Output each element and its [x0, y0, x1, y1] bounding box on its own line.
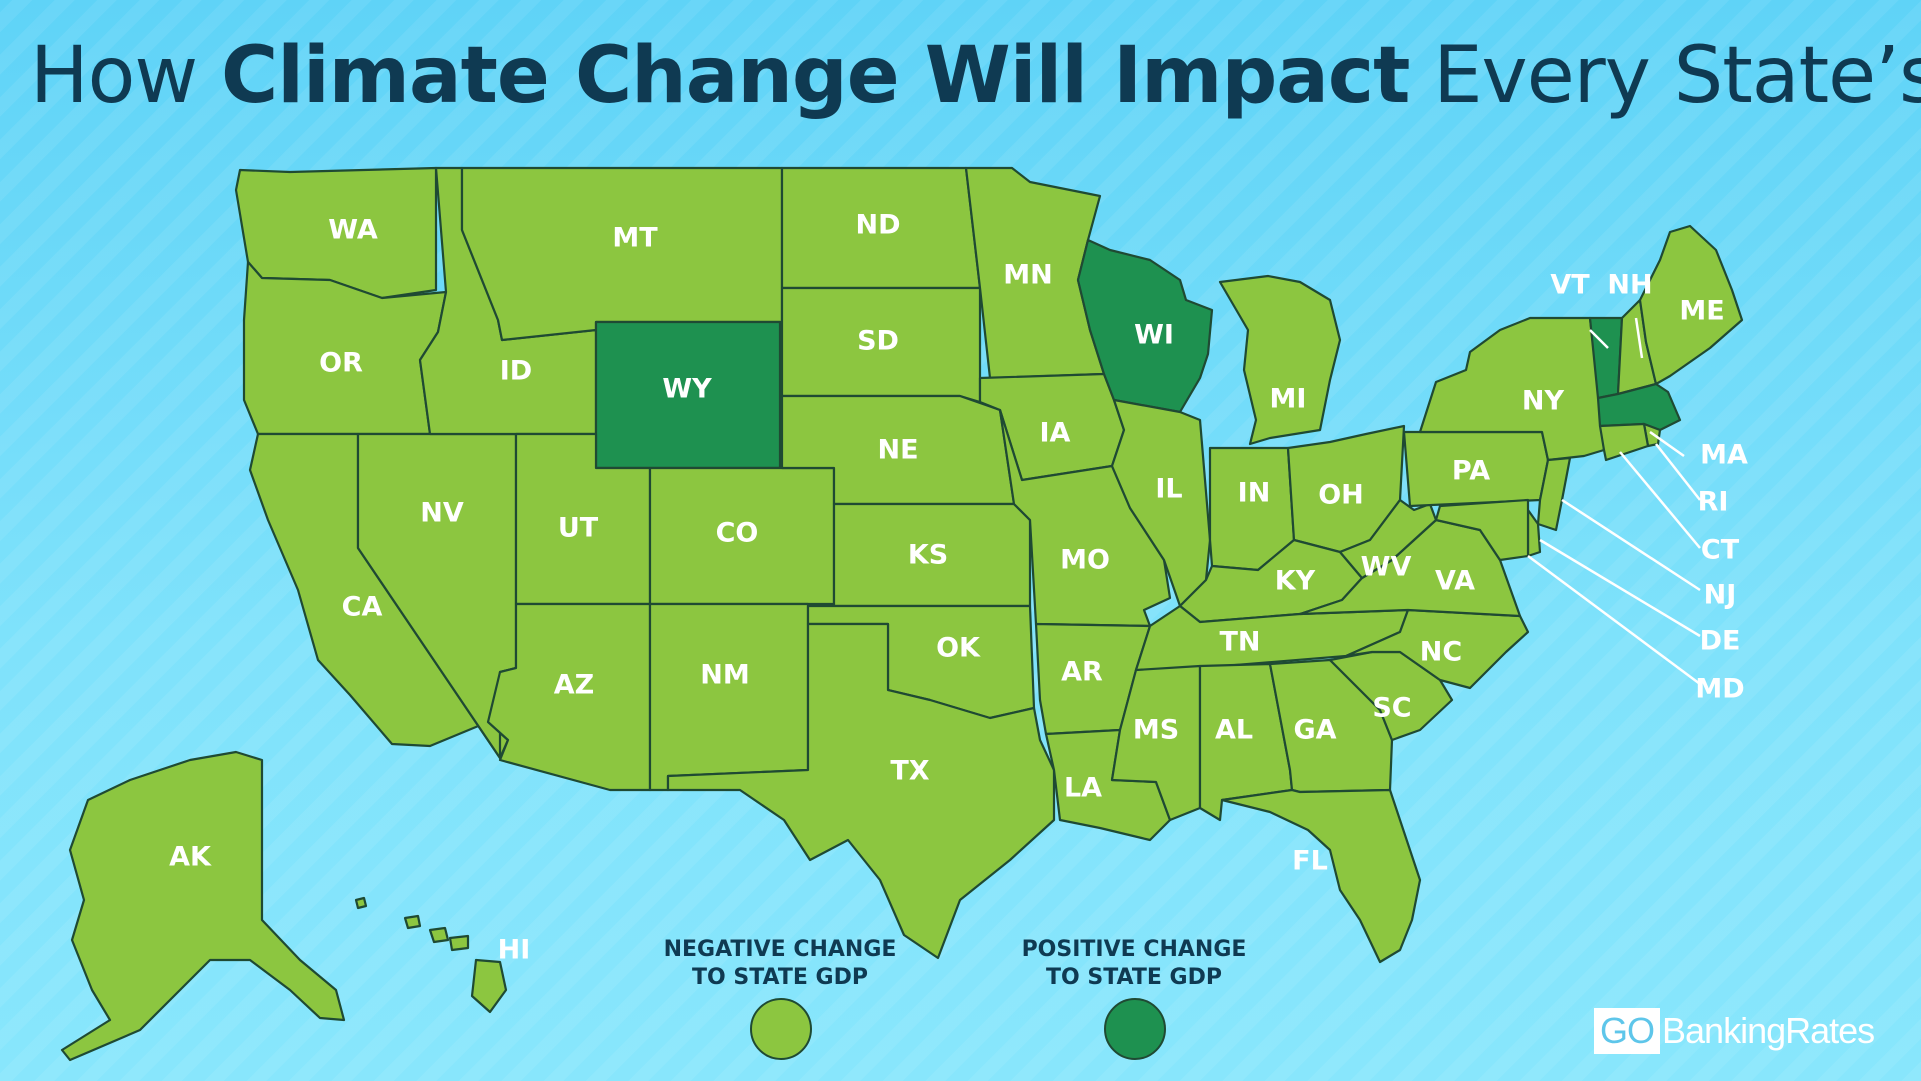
state-nm: [648, 602, 810, 792]
leader-line-5: [1561, 498, 1701, 592]
state-hi-islet-3: [354, 896, 368, 910]
state-label-al: AL: [1215, 715, 1253, 746]
state-label-nd: ND: [855, 210, 900, 241]
leader-line-2: [1649, 430, 1685, 458]
state-nc: [1344, 608, 1530, 690]
leader-line-7: [1527, 554, 1701, 686]
label-leader-lines: [1527, 317, 1701, 686]
legend-negative-swatch: [750, 998, 812, 1060]
state-label-mn: MN: [1003, 260, 1052, 291]
legend-negative-line1: NEGATIVE CHANGE: [663, 937, 897, 962]
state-fl: [1220, 788, 1422, 964]
legend-positive-line2: TO STATE GDP: [1046, 965, 1222, 990]
state-label-oh: OH: [1318, 480, 1364, 511]
state-nj: [1536, 456, 1572, 532]
gobankingrates-logo: GO BankingRates: [1594, 1006, 1875, 1056]
state-label-ny: NY: [1522, 386, 1565, 417]
state-label-la: LA: [1064, 773, 1102, 804]
legend-positive-text: POSITIVE CHANGE TO STATE GDP: [984, 936, 1284, 992]
state-label-fl: FL: [1292, 846, 1328, 877]
state-label-ri: RI: [1698, 487, 1729, 518]
state-label-co: CO: [716, 518, 759, 549]
logo-bankingrates: BankingRates: [1662, 1010, 1875, 1051]
state-label-ne: NE: [877, 435, 918, 466]
state-label-va: VA: [1435, 566, 1475, 597]
state-shapes: [60, 166, 1744, 1062]
state-label-sc: SC: [1372, 693, 1411, 724]
state-mi: [1218, 274, 1342, 446]
state-hi-islet-1: [428, 926, 450, 944]
legend-positive-line1: POSITIVE CHANGE: [1021, 937, 1247, 962]
state-label-me: ME: [1679, 296, 1724, 327]
state-hi: [470, 958, 508, 1014]
legend-positive-swatch: [1104, 998, 1166, 1060]
state-label-ks: KS: [908, 540, 948, 571]
state-label-vt: VT: [1550, 270, 1590, 301]
state-label-wv: WV: [1361, 552, 1412, 583]
logo-go: GO: [1594, 1008, 1661, 1054]
state-md: [1434, 498, 1530, 562]
state-label-ky: KY: [1275, 566, 1316, 597]
title-emphasis: Climate Change Will Impact: [220, 31, 1410, 121]
state-wv: [1338, 498, 1438, 580]
leader-line-1: [1634, 317, 1644, 359]
state-wi: [1076, 238, 1214, 414]
state-label-sd: SD: [857, 326, 899, 357]
state-label-ma: MA: [1700, 440, 1748, 471]
state-label-mt: MT: [612, 223, 658, 254]
leader-line-3: [1655, 443, 1701, 501]
leader-line-0: [1589, 329, 1609, 349]
state-label-az: AZ: [554, 670, 594, 701]
leader-line-6: [1539, 538, 1701, 638]
state-label-ga: GA: [1293, 715, 1336, 746]
state-label-md: MD: [1695, 674, 1744, 705]
state-label-mi: MI: [1270, 384, 1307, 415]
state-label-ar: AR: [1061, 657, 1103, 688]
state-label-il: IL: [1155, 474, 1182, 505]
title-prefix: How: [30, 31, 221, 121]
state-tx: [666, 622, 1056, 960]
state-label-mo: MO: [1060, 545, 1110, 576]
state-me: [1638, 224, 1744, 386]
state-label-ia: IA: [1040, 418, 1071, 449]
state-label-nm: NM: [700, 660, 749, 691]
state-label-wy: WY: [662, 374, 712, 405]
state-label-nv: NV: [420, 498, 464, 529]
state-mt: [460, 166, 784, 342]
state-hi-islet-2: [448, 934, 470, 952]
legend-negative-text: NEGATIVE CHANGE TO STATE GDP: [630, 936, 930, 992]
state-hi-islet-0: [403, 914, 422, 930]
state-label-de: DE: [1700, 626, 1741, 657]
legend-negative-line2: TO STATE GDP: [692, 965, 868, 990]
state-labels: WA OR CA NV ID MT WY UT CO AZ NM ND SD NE KS OK TX MN IA MO…: [169, 210, 1748, 966]
state-label-wa: WA: [328, 215, 378, 246]
state-label-nc: NC: [1420, 637, 1462, 668]
state-label-ok: OK: [936, 633, 981, 664]
state-label-ca: CA: [342, 592, 383, 623]
state-label-tn: TN: [1219, 627, 1260, 658]
state-label-ms: MS: [1133, 715, 1179, 746]
state-label-or: OR: [319, 348, 363, 379]
state-label-nh: NH: [1607, 270, 1652, 301]
state-label-tx: TX: [890, 756, 929, 787]
state-label-ut: UT: [558, 513, 599, 544]
state-ct: [1598, 422, 1650, 462]
state-label-ct: CT: [1701, 535, 1740, 566]
state-mo: [998, 408, 1172, 628]
state-label-wi: WI: [1134, 320, 1174, 351]
state-label-ak: AK: [169, 842, 212, 873]
state-ak: [60, 750, 346, 1062]
leader-line-4: [1619, 451, 1701, 549]
title-suffix: Every State’s GDP: [1433, 31, 1921, 121]
state-label-nj: NJ: [1704, 580, 1737, 611]
state-label-hi: HI: [498, 935, 531, 966]
state-label-in: IN: [1238, 478, 1271, 509]
state-label-id: ID: [500, 356, 532, 387]
page-title: How Climate Change Will Impact Every Sta…: [30, 26, 1921, 126]
state-label-pa: PA: [1452, 456, 1490, 487]
state-ks: [832, 502, 1032, 608]
